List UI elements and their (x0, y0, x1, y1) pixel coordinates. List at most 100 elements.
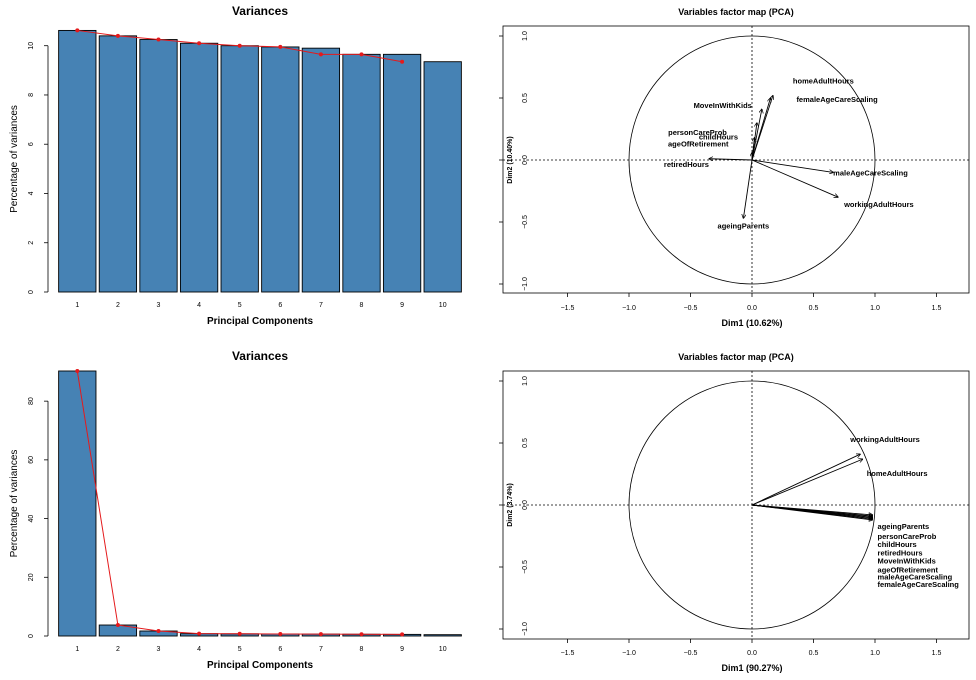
variances-top-x-tick-label-6: 6 (278, 302, 282, 309)
pca-top-x-tick-label-4: 0.5 (809, 305, 819, 312)
variances-bottom-x-tick-label-1: 1 (75, 646, 79, 653)
variances-bottom-bar-1 (58, 370, 97, 637)
pca-top-y-tick-label-2: 0.0 (522, 155, 529, 165)
pca-bottom-label-ageingParents: ageingParents (878, 522, 930, 531)
pca-top-x-tick-label-0: −1.5 (561, 305, 575, 312)
variances-top-x-tick-label-10: 10 (439, 302, 447, 309)
variances-top-x-tick-label-5: 5 (238, 302, 242, 309)
variances-top-variance-point-9 (400, 59, 405, 64)
pca-bottom-y-tick-label-3: 0.5 (522, 438, 529, 448)
pca-top-label-femaleAgeCareScaling: femaleAgeCareScaling (796, 95, 878, 104)
variances-bottom-x-tick-label-5: 5 (238, 646, 242, 653)
pca-variables-map-top: Variables factor map (PCA) homeAdultHours… (499, 7, 970, 328)
pca-bottom-label-workingAdultHours: workingAdultHours (849, 435, 920, 444)
variances-top-x-tick-label-4: 4 (197, 302, 201, 309)
variances-top-bar-9 (382, 53, 422, 293)
variances-bottom-x-tick-label-3: 3 (157, 646, 161, 653)
pca-bottom-x-tick-label-6: 1.5 (932, 650, 942, 657)
variances-top-bar-6 (261, 46, 300, 293)
variances-top-bar-10 (423, 61, 462, 293)
pca-bottom-label-femaleAgeCareScaling: femaleAgeCareScaling (878, 580, 960, 589)
variances-top-y-tick-label-3: 6 (28, 142, 35, 146)
variances-bottom-variance-point-2 (115, 623, 120, 628)
pca-top-label-ageOfRetirement: ageOfRetirement (668, 140, 729, 149)
variances-chart-bottom: Variances 0 20 40 60 80 1 2 3 4 5 6 7 8 9 10 Principal C… (9, 349, 462, 671)
pca-top-plot-frame (502, 25, 970, 294)
pca-top-y-tick-label-4: 1.0 (522, 31, 529, 41)
pca-top-label-workingAdultHours: workingAdultHours (843, 200, 914, 209)
variances-top-bar-7 (301, 47, 341, 293)
pca-top-label-retiredHours: retiredHours (664, 160, 709, 169)
variances-top-variance-point-6 (278, 44, 283, 49)
variances-top-bar-3 (139, 39, 178, 293)
variances-bottom-y-tick-label-4: 80 (28, 397, 35, 405)
pca-bottom-x-tick-label-3: 0.0 (747, 650, 757, 657)
variances-top-y-axis-label: Percentage of variances (9, 105, 20, 213)
pca-bottom-arrow-workingAdultHours (751, 454, 860, 506)
variances-bottom-x-tick-label-9: 9 (400, 646, 404, 653)
variances-bottom-y-tick-label-1: 20 (28, 573, 35, 581)
pca-top-x-tick-label-5: 1.0 (870, 305, 880, 312)
variances-top-variance-point-2 (115, 33, 120, 38)
pca-top-arrow-workingAdultHours (751, 159, 838, 197)
pca-bottom-x-tick-label-5: 1.0 (870, 650, 880, 657)
variances-bottom-title: Variances (232, 349, 288, 363)
pca-variables-map-bottom: Variables factor map (PCA) workingAdultHo… (499, 352, 970, 673)
pca-bottom-arrow-femaleAgeCareScaling (751, 504, 873, 520)
pca-top-arrow-femaleAgeCareScaling (751, 98, 770, 161)
variances-top-x-tick-label-8: 8 (360, 302, 364, 309)
pca-bottom-y-tick-label-0: −1.0 (522, 622, 529, 636)
variances-bottom-variance-point-9 (400, 632, 405, 637)
variances-top-x-tick-label-1: 1 (75, 302, 79, 309)
pca-bottom-label-childHours: childHours (878, 540, 917, 549)
pca-bottom-x-tick-label-4: 0.5 (809, 650, 819, 657)
variances-bottom-y-tick-label-0: 0 (28, 634, 35, 638)
variances-bottom-x-tick-label-7: 7 (319, 646, 323, 653)
variances-bottom-y-axis-label: Percentage of variances (9, 450, 20, 558)
variances-top-x-tick-label-7: 7 (319, 302, 323, 309)
variances-bottom-variance-point-5 (237, 631, 242, 636)
variances-bottom-variance-point-8 (359, 632, 364, 637)
variances-bottom-variance-point-1 (75, 369, 80, 373)
variances-top-y-tick-label-0: 0 (28, 290, 35, 294)
variances-bottom-x-tick-label-2: 2 (116, 646, 120, 653)
pca-bottom-y-axis-label: Dim2 (3.74%) (507, 483, 514, 527)
pca-top-x-tick-label-3: 0.0 (747, 305, 757, 312)
pca-top-y-tick-label-0: −1.0 (522, 277, 529, 291)
variances-top-bar-5 (220, 45, 259, 293)
variances-bottom-x-tick-label-10: 10 (439, 646, 447, 653)
variances-top-y-tick-label-4: 8 (28, 93, 35, 97)
pca-top-label-maleAgeCareScaling: maleAgeCareScaling (833, 168, 908, 177)
pca-bottom-label-maleAgeCareScaling: maleAgeCareScaling (878, 573, 953, 582)
variances-bottom-x-axis-label: Principal Components (207, 660, 314, 671)
pca-top-y-tick-label-3: 0.5 (522, 93, 529, 103)
variances-top-bar-4 (179, 42, 219, 293)
pca-bottom-label-MoveInWithKids: MoveInWithKids (878, 556, 936, 565)
variances-top-x-axis-label: Principal Components (207, 316, 314, 327)
variances-bottom-y-tick-label-3: 60 (28, 456, 35, 464)
variances-bottom-variance-point-4 (197, 631, 202, 636)
pca-top-x-tick-label-6: 1.5 (932, 305, 942, 312)
pca-bottom-y-tick-label-2: 0.0 (522, 500, 529, 510)
variances-bottom-x-tick-label-8: 8 (360, 646, 364, 653)
variances-top-bar-1 (58, 29, 97, 293)
pca-top-label-personCareProb: personCareProb (668, 128, 727, 137)
pca-bottom-title: Variables factor map (PCA) (678, 352, 794, 362)
pca-top-arrow-ageingParents (743, 159, 753, 218)
pca-bottom-label-retiredHours: retiredHours (878, 548, 923, 557)
pca-top-label-childHours: childHours (699, 133, 738, 142)
pca-bottom-label-ageOfRetirement: ageOfRetirement (878, 566, 939, 575)
pca-top-arrow-MoveInWithKids (751, 109, 762, 161)
pca-bottom-x-tick-label-2: −0.5 (684, 650, 698, 657)
pca-top-arrow-maleAgeCareScaling (751, 159, 833, 172)
variances-top-variance-point-7 (318, 52, 323, 57)
pca-bottom-y-tick-label-4: 1.0 (522, 376, 529, 386)
variances-top-variance-point-3 (156, 37, 161, 42)
variances-top-y-tick-label-2: 4 (28, 191, 35, 195)
variances-top-variance-point-8 (359, 52, 364, 57)
variances-top-variance-point-5 (237, 43, 242, 48)
variances-top-title: Variances (232, 4, 288, 18)
variances-top-bar-2 (98, 35, 138, 293)
